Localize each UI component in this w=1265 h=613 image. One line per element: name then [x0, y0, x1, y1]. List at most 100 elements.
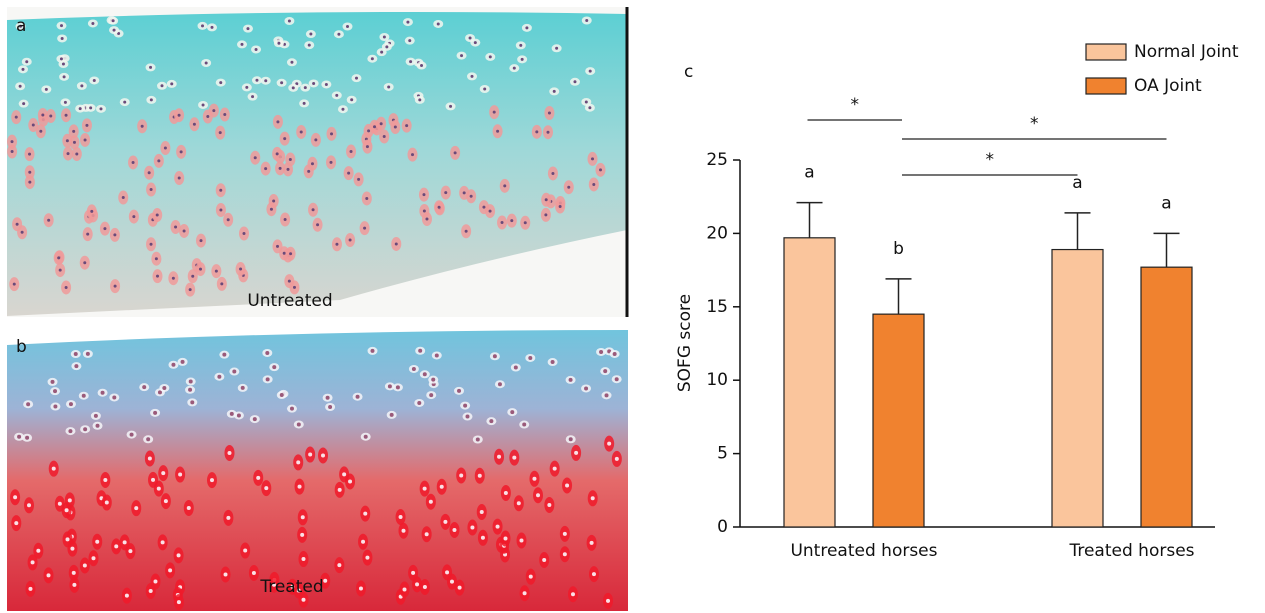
y-tick-label: 0 — [717, 517, 728, 537]
nucleus — [161, 471, 165, 475]
nucleus — [449, 105, 452, 108]
nucleus — [187, 506, 191, 510]
nucleus — [288, 280, 291, 283]
nucleus — [172, 277, 175, 280]
nucleus — [615, 457, 619, 461]
nucleus — [418, 98, 421, 101]
nucleus — [150, 98, 153, 101]
nucleus — [157, 487, 161, 491]
legend-swatch — [1086, 78, 1126, 94]
nucleus — [510, 410, 514, 414]
nucleus — [443, 520, 447, 524]
nucleus — [290, 61, 293, 64]
nucleus — [321, 453, 325, 457]
y-tick-label: 15 — [706, 297, 728, 317]
nucleus — [412, 367, 416, 371]
nucleus — [130, 433, 134, 437]
nucleus — [489, 419, 493, 423]
nucleus — [328, 405, 332, 409]
panel-label: a — [16, 16, 26, 36]
nucleus — [615, 377, 619, 381]
nucleus — [380, 122, 383, 125]
nucleus — [300, 533, 304, 537]
nucleus — [465, 230, 468, 233]
nucleus — [314, 138, 317, 141]
nucleus — [210, 478, 214, 482]
nucleus — [279, 167, 282, 170]
nucleus — [399, 515, 403, 519]
nucleus — [559, 205, 562, 208]
nucleus — [308, 453, 312, 457]
nucleus — [603, 369, 607, 373]
error-bar — [1154, 233, 1180, 267]
nucleus — [237, 413, 241, 417]
nucleus — [388, 384, 392, 388]
nucleus — [350, 150, 353, 153]
nucleus — [288, 19, 291, 22]
nucleus — [567, 186, 570, 189]
nucleus — [19, 85, 22, 88]
nucleus — [239, 268, 242, 271]
nucleus — [125, 594, 129, 598]
nucleus — [151, 478, 155, 482]
nucleus — [122, 196, 125, 199]
nucleus — [470, 525, 474, 529]
nucleus — [483, 87, 486, 90]
panel-label: b — [16, 337, 27, 357]
nucleus — [64, 101, 67, 104]
nucleus — [463, 191, 466, 194]
nucleus — [337, 33, 340, 36]
nucleus — [423, 585, 427, 589]
nucleus — [330, 161, 333, 164]
nucleus — [157, 159, 160, 162]
nucleus — [445, 570, 449, 574]
nucleus — [423, 372, 427, 376]
bar — [1052, 250, 1103, 527]
nucleus — [13, 495, 17, 499]
nucleus — [293, 286, 296, 289]
nucleus — [498, 382, 502, 386]
nucleus — [503, 537, 507, 541]
nucleus — [272, 200, 275, 203]
nucleus — [86, 233, 89, 236]
nucleus — [52, 467, 56, 471]
nucleus — [53, 405, 57, 409]
nucleus — [591, 496, 595, 500]
nucleus — [141, 125, 144, 128]
nucleus — [266, 377, 270, 381]
nucleus — [435, 353, 439, 357]
nucleus — [170, 82, 173, 85]
histology-image-a — [7, 7, 627, 317]
nucleus — [536, 493, 540, 497]
nucleus — [347, 172, 350, 175]
nucleus — [283, 252, 286, 255]
nucleus — [27, 503, 31, 507]
nucleus — [444, 191, 447, 194]
nucleus — [58, 502, 62, 506]
nucleus — [161, 540, 165, 544]
nucleus — [297, 422, 301, 426]
nucleus — [425, 532, 429, 536]
nucleus — [112, 395, 116, 399]
nucleus — [65, 114, 68, 117]
nucleus — [496, 130, 499, 133]
nucleus — [200, 239, 203, 242]
nucleus — [241, 386, 245, 390]
nucleus — [465, 415, 469, 419]
nucleus — [59, 269, 62, 272]
nucleus — [245, 86, 248, 89]
nucleus — [240, 43, 243, 46]
error-bar — [886, 279, 912, 314]
nucleus — [17, 435, 21, 439]
nucleus — [171, 363, 175, 367]
nucleus — [385, 45, 388, 48]
nucleus — [201, 24, 204, 27]
nucleus — [211, 26, 214, 29]
nucleus — [423, 209, 426, 212]
nucleus — [383, 35, 386, 38]
nucleus — [383, 135, 386, 138]
nucleus — [396, 385, 400, 389]
nucleus — [95, 540, 99, 544]
nucleus — [70, 547, 74, 551]
nucleus — [363, 512, 367, 516]
